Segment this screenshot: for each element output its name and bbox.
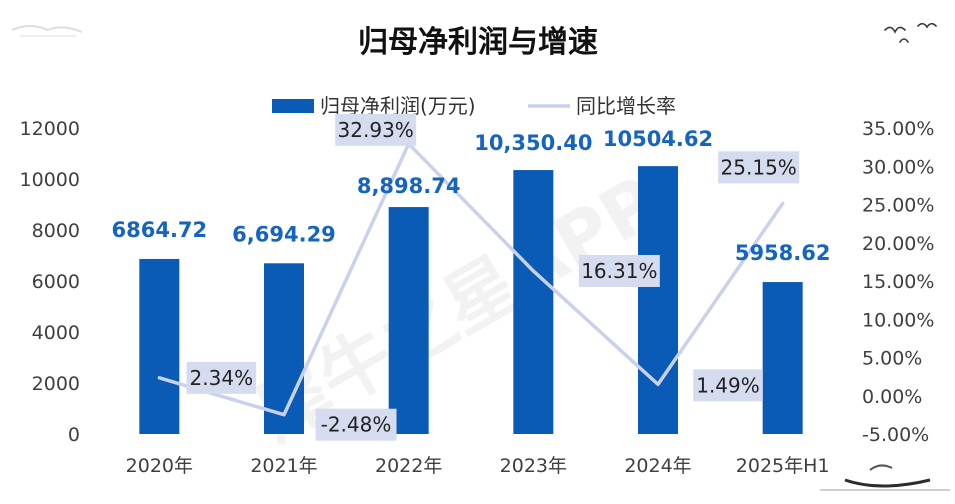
- right-tick-label: -5.00%: [862, 424, 929, 446]
- bar-labels: 6864.72 6,694.29 8,898.74 10,350.40 10504.62…: [112, 127, 831, 265]
- right-axis: -5.00% 0.00% 5.00% 10.00% 15.00% 20.00% 25.00%…: [862, 118, 934, 446]
- x-tick-label: 2020年: [126, 455, 193, 477]
- pct-label-box: [186, 361, 257, 394]
- bar-series: [139, 166, 803, 434]
- pct-label-box: [335, 113, 417, 146]
- pct-value-label: 2.34%: [190, 366, 254, 390]
- pct-value-label: 16.31%: [581, 259, 657, 283]
- x-tick-label: 2024年: [624, 455, 691, 477]
- pct-value-label: -2.48%: [321, 413, 392, 437]
- bar-value-label: 6864.72: [112, 218, 208, 242]
- bar: [388, 207, 429, 434]
- right-tick-label: 30.00%: [862, 156, 934, 178]
- left-tick-label: 12000: [20, 118, 80, 140]
- bar-value-label: 5958.62: [735, 241, 831, 265]
- bar-value-label: 10,350.40: [474, 131, 592, 155]
- right-tick-label: 35.00%: [862, 118, 934, 140]
- bar: [264, 263, 304, 434]
- line-series: [157, 142, 785, 417]
- left-tick-label: 8000: [32, 220, 80, 242]
- pct-value-label: 25.15%: [721, 155, 797, 179]
- top-left-ink-decoration: [11, 25, 83, 37]
- bar-value-label: 8,898.74: [357, 174, 461, 198]
- right-tick-label: 25.00%: [862, 195, 934, 217]
- pct-label-box: [693, 369, 763, 402]
- pct-labels: 2.34% -2.48% 32.93% 16.31% 1.49% 25.15%: [186, 113, 800, 441]
- left-tick-label: 10000: [20, 169, 80, 191]
- x-tick-label: 2023年: [500, 455, 567, 477]
- birds-decoration: [884, 22, 937, 43]
- bar: [762, 282, 803, 434]
- pct-value-label: 32.93%: [338, 118, 414, 142]
- bar-value-label: 10504.62: [603, 127, 713, 151]
- legend-label-line: 同比增长率: [576, 94, 676, 118]
- x-tick-label: 2025年H1: [736, 455, 830, 477]
- right-tick-label: 5.00%: [862, 348, 922, 370]
- bar: [513, 170, 554, 434]
- right-tick-label: 10.00%: [862, 309, 934, 331]
- x-tick-label: 2021年: [250, 455, 317, 477]
- pct-label-box: [578, 254, 660, 287]
- right-tick-label: 20.00%: [862, 233, 934, 255]
- right-tick-label: 0.00%: [862, 386, 922, 408]
- growth-line: [157, 142, 785, 417]
- x-axis: 2020年 2021年 2022年 2023年 2024年 2025年H1: [126, 455, 830, 477]
- x-tick-label: 2022年: [375, 455, 442, 477]
- left-tick-label: 0: [68, 424, 80, 446]
- left-tick-label: 4000: [32, 322, 80, 344]
- left-tick-label: 2000: [32, 373, 80, 395]
- boat-decoration: [820, 464, 950, 491]
- watermark-text: 犀牛之星APP: [242, 160, 673, 457]
- legend-swatch-bar: [272, 99, 314, 113]
- right-tick-label: 15.00%: [862, 271, 934, 293]
- bar: [139, 258, 180, 434]
- bar: [638, 166, 678, 434]
- pct-label-box: [315, 408, 397, 441]
- bar-value-label: 6,694.29: [232, 222, 336, 246]
- left-axis: 0 2000 4000 6000 8000 10000 12000: [20, 118, 80, 446]
- pct-value-label: 1.49%: [696, 373, 760, 397]
- left-tick-label: 6000: [32, 271, 80, 293]
- chart-title: 归母净利润与增速: [358, 25, 598, 60]
- legend: 归母净利润(万元) 同比增长率: [272, 94, 676, 118]
- pct-label-box: [718, 151, 800, 184]
